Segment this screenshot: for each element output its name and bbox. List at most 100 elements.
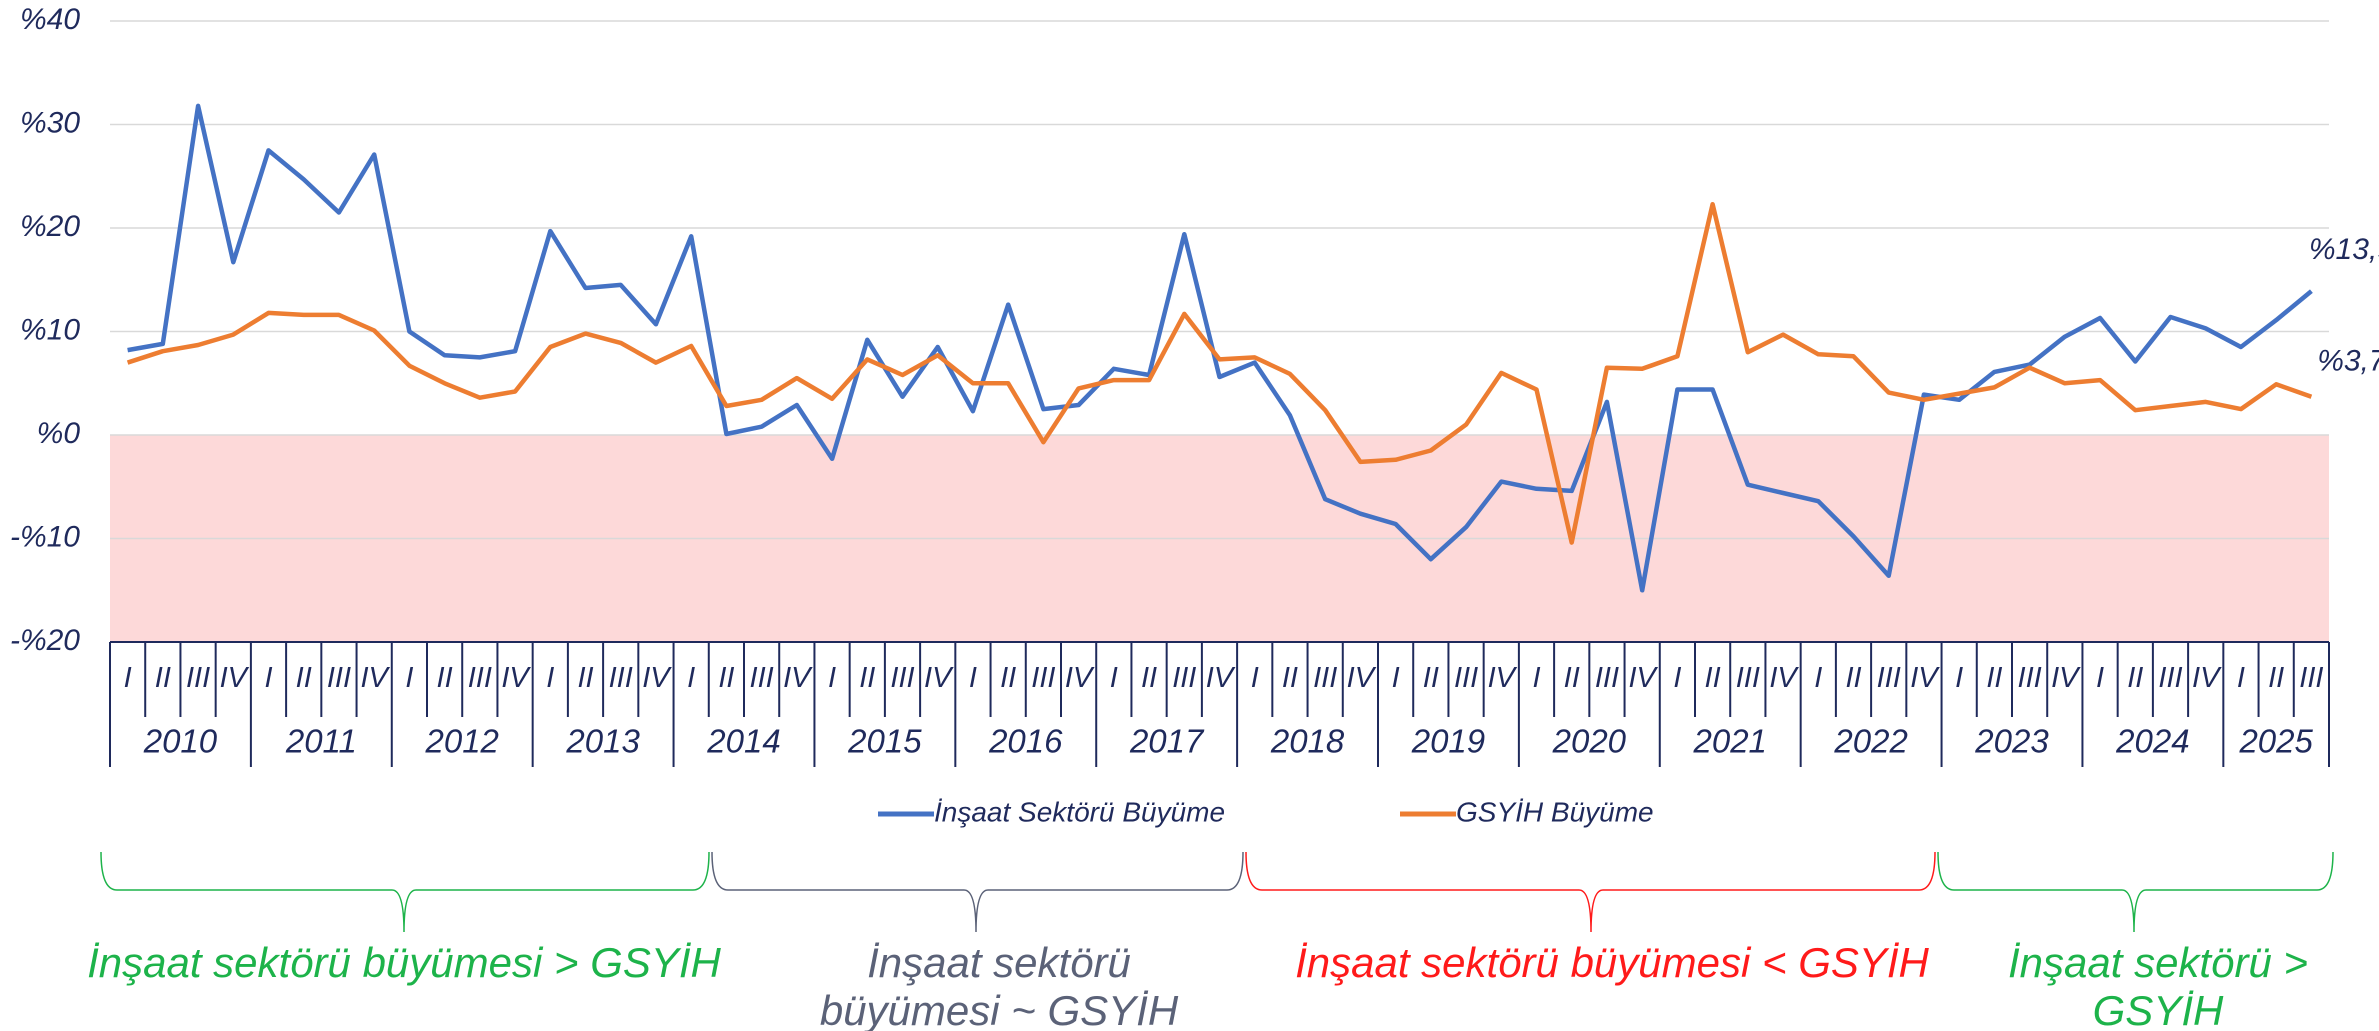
year-label: 2010 [143, 723, 218, 760]
annotation: İnşaat sektörü [867, 939, 1131, 986]
x-tick-label: IV [1347, 662, 1377, 694]
x-tick-label: II [1845, 662, 1861, 694]
x-tick-label: IV [1910, 662, 1940, 694]
x-tick-label: II [296, 662, 312, 694]
brace [100, 851, 710, 933]
x-tick-label: I [1955, 662, 1963, 694]
x-tick-label: IV [783, 662, 813, 694]
annotation: İnşaat sektörü > [2008, 939, 2308, 986]
x-tick-label: III [2299, 662, 2323, 694]
year-label: 2014 [706, 723, 780, 760]
y-tick-label: %20 [20, 210, 80, 243]
x-tick-label: I [2237, 662, 2245, 694]
x-tick-label: II [577, 662, 593, 694]
x-tick-label: IV [2192, 662, 2222, 694]
x-tick-label: II [1986, 662, 2002, 694]
x-tick-label: I [1814, 662, 1822, 694]
x-tick-label: III [186, 662, 210, 694]
x-tick-label: I [828, 662, 836, 694]
year-label: 2020 [1552, 723, 1627, 760]
series-line [126, 201, 2313, 545]
x-tick-label: IV [924, 662, 954, 694]
x-tick-label: III [1172, 662, 1196, 694]
x-tick-label: II [155, 662, 171, 694]
data-label: %3,7 [2317, 345, 2379, 378]
year-label: 2023 [1974, 723, 2049, 760]
year-label: 2019 [1411, 723, 1485, 760]
annotation: İnşaat sektörü büyümesi < GSYİH [1295, 939, 1929, 986]
year-label: 2024 [2115, 723, 2189, 760]
x-tick-label: III [1031, 662, 1055, 694]
year-label: 2011 [285, 723, 357, 760]
x-tick-label: III [327, 662, 351, 694]
year-label: 2021 [1693, 723, 1767, 760]
x-tick-label: I [969, 662, 977, 694]
brace [1245, 851, 1936, 933]
year-label: 2013 [565, 723, 640, 760]
x-tick-label: II [1141, 662, 1157, 694]
x-tick-label: IV [501, 662, 531, 694]
x-tick-label: III [468, 662, 492, 694]
year-label: 2016 [988, 723, 1063, 760]
x-tick-label: III [1313, 662, 1337, 694]
x-tick-label: IV [1206, 662, 1236, 694]
x-tick-label: II [1564, 662, 1580, 694]
year-label: 2015 [847, 723, 922, 760]
x-tick-label: II [1705, 662, 1721, 694]
annotation: İnşaat sektörü büyümesi > GSYİH [87, 939, 721, 986]
year-label: 2025 [2238, 723, 2313, 760]
x-tick-label: III [1595, 662, 1619, 694]
x-tick-label: II [2127, 662, 2143, 694]
x-tick-label: IV [220, 662, 250, 694]
x-tick-label: II [859, 662, 875, 694]
x-tick-label: II [718, 662, 734, 694]
x-tick-label: III [1736, 662, 1760, 694]
x-tick-label: III [1877, 662, 1901, 694]
x-tick-label: I [1673, 662, 1681, 694]
x-tick-label: I [2096, 662, 2104, 694]
y-tick-label: -%10 [10, 520, 80, 553]
x-tick-label: III [1454, 662, 1478, 694]
x-tick-label: I [405, 662, 413, 694]
annotation: büyümesi ~ GSYİH [820, 987, 1179, 1031]
x-tick-label: I [1392, 662, 1400, 694]
x-tick-label: IV [2051, 662, 2081, 694]
year-label: 2012 [425, 723, 499, 760]
x-tick-label: I [546, 662, 554, 694]
x-tick-label: I [1110, 662, 1118, 694]
x-tick-label: III [609, 662, 633, 694]
data-label: %13,9 [2309, 233, 2379, 266]
year-label: 2018 [1270, 723, 1345, 760]
legend-label: İnşaat Sektörü Büyüme [934, 796, 1225, 827]
year-label: 2017 [1129, 723, 1205, 760]
legend-label: GSYİH Büyüme [1456, 796, 1654, 827]
x-tick-label: II [437, 662, 453, 694]
x-tick-label: II [1423, 662, 1439, 694]
brace [711, 851, 1244, 933]
x-tick-label: II [1282, 662, 1298, 694]
y-tick-label: %40 [20, 3, 80, 36]
x-tick-label: I [124, 662, 132, 694]
x-tick-label: IV [1065, 662, 1095, 694]
x-tick-label: IV [1488, 662, 1518, 694]
x-tick-label: III [890, 662, 914, 694]
brace [1937, 851, 2334, 933]
y-tick-label: %30 [20, 106, 80, 139]
x-tick-label: IV [360, 662, 390, 694]
x-tick-label: III [750, 662, 774, 694]
x-tick-label: IV [1628, 662, 1658, 694]
y-tick-label: -%20 [10, 624, 80, 657]
x-tick-label: I [687, 662, 695, 694]
x-tick-label: I [1532, 662, 1540, 694]
x-tick-label: I [1251, 662, 1259, 694]
annotation: GSYİH [2093, 987, 2224, 1031]
year-label: 2022 [1833, 723, 1907, 760]
x-tick-label: III [2018, 662, 2042, 694]
x-tick-label: II [1000, 662, 1016, 694]
y-tick-label: %0 [37, 417, 81, 450]
x-tick-label: II [2268, 662, 2284, 694]
x-tick-label: IV [642, 662, 672, 694]
y-tick-label: %10 [20, 313, 80, 346]
x-tick-label: I [264, 662, 272, 694]
